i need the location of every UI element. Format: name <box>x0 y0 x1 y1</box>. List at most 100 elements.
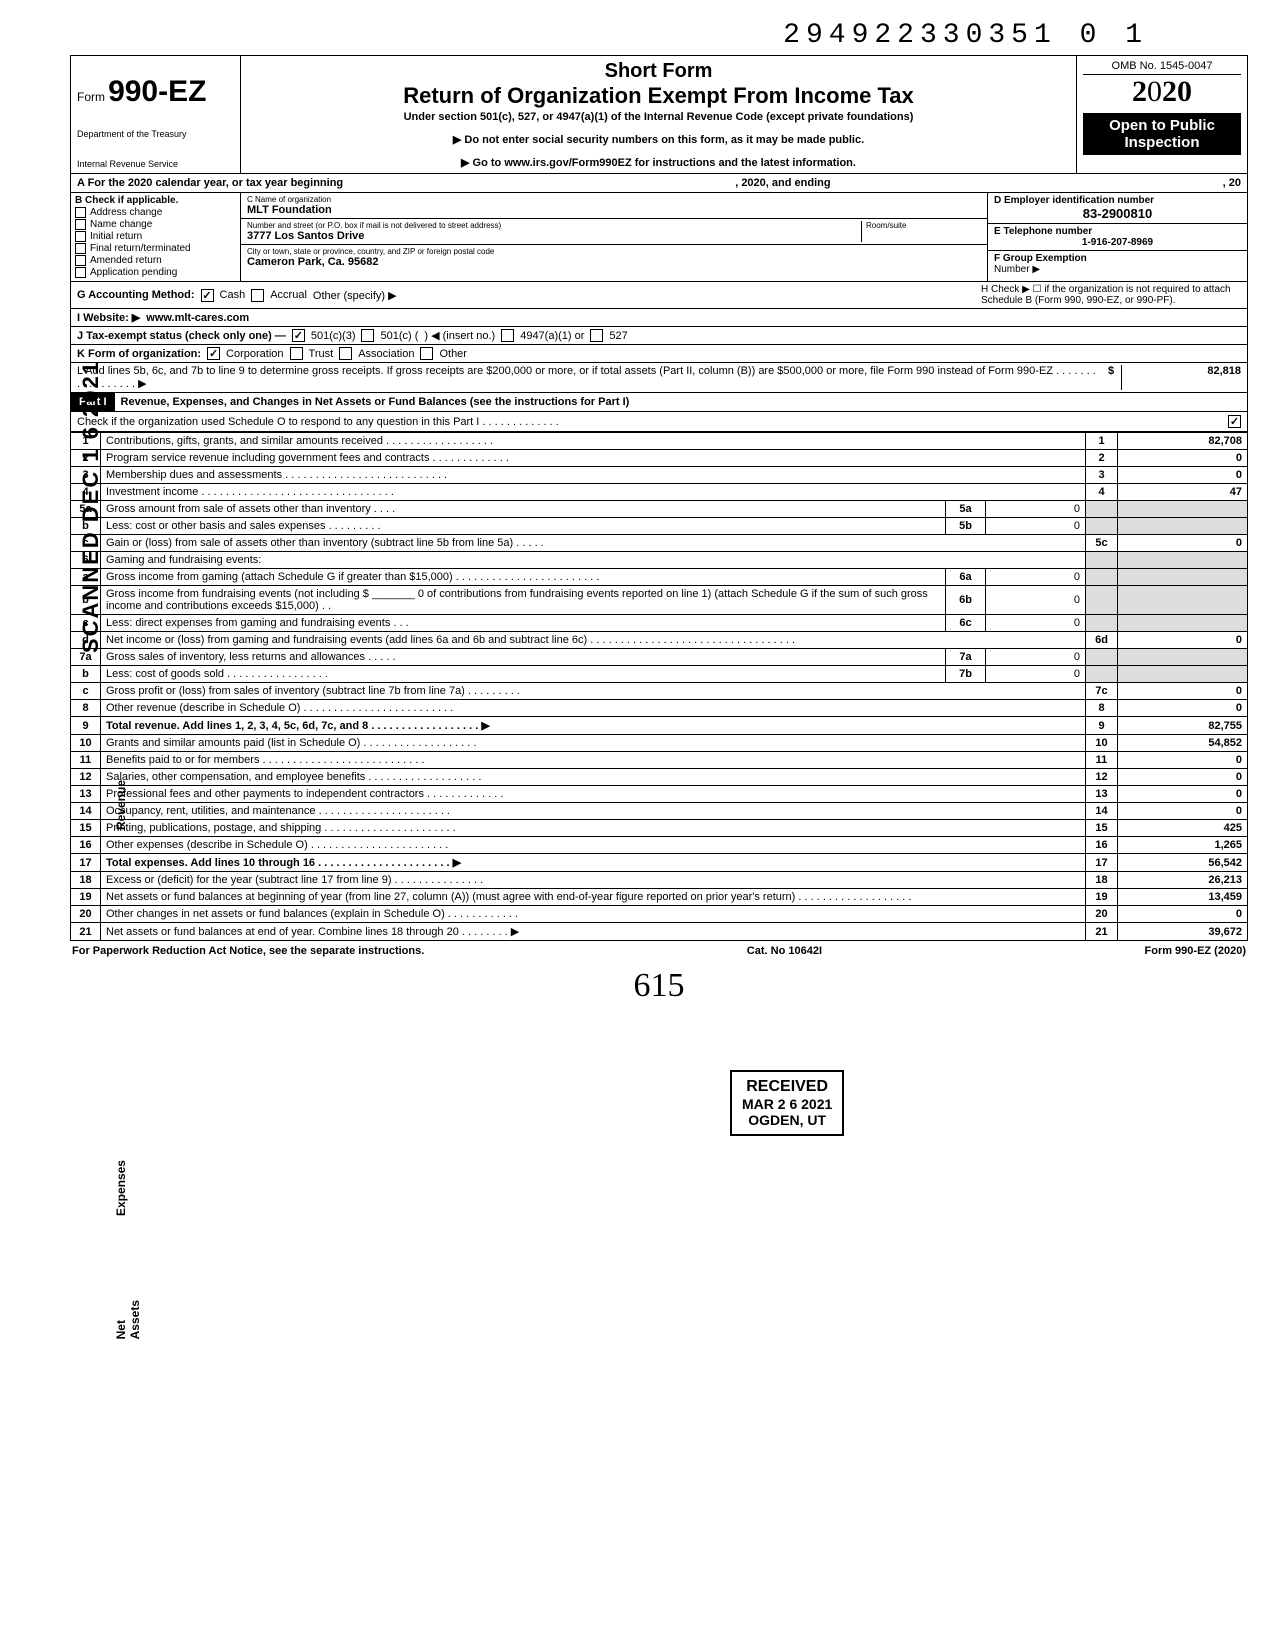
schedule-o-checkbox[interactable]: ✓ <box>1228 415 1241 428</box>
expenses-tab: Expenses <box>114 1160 128 1216</box>
j-501c-label: 501(c) ( <box>380 330 418 342</box>
stamp-place: OGDEN, UT <box>742 1112 832 1128</box>
footer-mid: Cat. No 10642I <box>747 945 822 957</box>
line-17: 17Total expenses. Add lines 10 through 1… <box>71 854 1248 872</box>
k-corp-checkbox[interactable]: ✓ <box>207 347 220 360</box>
line-19: 19Net assets or fund balances at beginni… <box>71 889 1248 906</box>
line-3: 3Membership dues and assessments . . . .… <box>71 467 1248 484</box>
k-assoc-checkbox[interactable] <box>339 347 352 360</box>
l-amount: 82,818 <box>1121 365 1241 390</box>
line-d: dNet income or (loss) from gaming and fu… <box>71 632 1248 649</box>
k-trust-checkbox[interactable] <box>290 347 303 360</box>
line-c: cGross profit or (loss) from sales of in… <box>71 683 1248 700</box>
k-label: K Form of organization: <box>77 348 201 360</box>
j-527-label: 527 <box>609 330 627 342</box>
tax-year: 20202020 <box>1083 75 1241 109</box>
line-c: cLess: direct expenses from gaming and f… <box>71 615 1248 632</box>
netassets-tab: Net Assets <box>114 1300 142 1339</box>
j-label: J Tax-exempt status (check only one) — <box>77 330 286 342</box>
inspection: Inspection <box>1085 134 1239 151</box>
f-group-label: F Group Exemption <box>994 253 1087 264</box>
line-b: bGross income from fundraising events (n… <box>71 586 1248 615</box>
checkbox-initial-return[interactable]: Initial return <box>75 231 236 242</box>
row-l: L Add lines 5b, 6c, and 7b to line 9 to … <box>70 363 1248 393</box>
checkbox-name-change[interactable]: Name change <box>75 219 236 230</box>
open-to-public: Open to Public <box>1085 117 1239 134</box>
row-i: I Website: ▶ www.mlt-cares.com <box>70 309 1248 327</box>
row-a-tax-year: A For the 2020 calendar year, or tax yea… <box>70 174 1248 193</box>
line-14: 14Occupancy, rent, utilities, and mainte… <box>71 803 1248 820</box>
j-501c3-checkbox[interactable]: ✓ <box>292 329 305 342</box>
line-13: 13Professional fees and other payments t… <box>71 786 1248 803</box>
g-accrual-checkbox[interactable] <box>251 289 264 302</box>
form-number: 990-EZ <box>108 75 206 108</box>
line-11: 11Benefits paid to or for members . . . … <box>71 752 1248 769</box>
org-address: 3777 Los Santos Drive <box>247 230 861 242</box>
j-527-checkbox[interactable] <box>590 329 603 342</box>
footer-left: For Paperwork Reduction Act Notice, see … <box>72 945 424 957</box>
part1-lines-table: 1Contributions, gifts, grants, and simil… <box>70 432 1248 941</box>
line-16: 16Other expenses (describe in Schedule O… <box>71 837 1248 854</box>
j-4947-checkbox[interactable] <box>501 329 514 342</box>
g-accrual-label: Accrual <box>270 289 307 301</box>
c-city-label: City or town, state or province, country… <box>247 247 981 256</box>
checkbox-address-change[interactable]: Address change <box>75 207 236 218</box>
line-15: 15Printing, publications, postage, and s… <box>71 820 1248 837</box>
form-title: Return of Organization Exempt From Incom… <box>247 83 1070 109</box>
scanned-stamp: SCANNED DEC 1 6 2021 <box>78 360 104 653</box>
line-6: 6Gaming and fundraising events: <box>71 552 1248 569</box>
section-b-title: B Check if applicable. <box>75 195 236 206</box>
document-number: 294922330351 0 1 <box>70 20 1248 51</box>
k-assoc-label: Association <box>358 348 414 360</box>
j-501c3-label: 501(c)(3) <box>311 330 356 342</box>
row-a-end: , 20 <box>1223 177 1241 189</box>
line-b: bLess: cost or other basis and sales exp… <box>71 518 1248 535</box>
g-cash-label: Cash <box>220 289 246 301</box>
line-12: 12Salaries, other compensation, and empl… <box>71 769 1248 786</box>
c-name-label: C Name of organization <box>247 195 981 204</box>
k-trust-label: Trust <box>309 348 334 360</box>
short-form-label: Short Form <box>247 60 1070 83</box>
org-name: MLT Foundation <box>247 204 981 216</box>
line-a: aGross income from gaming (attach Schedu… <box>71 569 1248 586</box>
form-subtitle: Under section 501(c), 527, or 4947(a)(1)… <box>247 111 1070 123</box>
stamp-date: MAR 2 6 2021 <box>742 1096 832 1112</box>
line-5a: 5aGross amount from sale of assets other… <box>71 501 1248 518</box>
d-ein-value: 83-2900810 <box>994 206 1241 221</box>
block-bcdef: B Check if applicable. Address changeNam… <box>70 193 1248 282</box>
room-suite-label: Room/suite <box>866 221 981 230</box>
line-18: 18Excess or (deficit) for the year (subt… <box>71 872 1248 889</box>
j-insert-label: ) ◀ (insert no.) <box>424 329 495 342</box>
g-label: G Accounting Method: <box>77 289 195 301</box>
k-corp-label: Corporation <box>226 348 283 360</box>
part1-title: Revenue, Expenses, and Changes in Net As… <box>115 393 1247 411</box>
e-phone-value: 1-916-207-8969 <box>994 237 1241 248</box>
line-c: cGain or (loss) from sale of assets othe… <box>71 535 1248 552</box>
line-20: 20Other changes in net assets or fund ba… <box>71 906 1248 923</box>
goto-url: ▶ Go to www.irs.gov/Form990EZ for instru… <box>247 156 1070 169</box>
l-text: L Add lines 5b, 6c, and 7b to line 9 to … <box>77 365 1101 390</box>
i-label: I Website: ▶ <box>77 311 140 324</box>
ssn-warning: ▶ Do not enter social security numbers o… <box>247 133 1070 146</box>
checkbox-amended-return[interactable]: Amended return <box>75 255 236 266</box>
part1-header: Part I Revenue, Expenses, and Changes in… <box>70 393 1248 412</box>
form-prefix: Form <box>77 90 105 104</box>
line-4: 4Investment income . . . . . . . . . . .… <box>71 484 1248 501</box>
l-dollar: $ <box>1101 365 1121 390</box>
page-footer: For Paperwork Reduction Act Notice, see … <box>70 941 1248 961</box>
row-j: J Tax-exempt status (check only one) — ✓… <box>70 327 1248 345</box>
checkbox-application-pending[interactable]: Application pending <box>75 267 236 278</box>
j-501c-checkbox[interactable] <box>361 329 374 342</box>
checkbox-final-return-terminated[interactable]: Final return/terminated <box>75 243 236 254</box>
website-value: www.mlt-cares.com <box>146 312 249 324</box>
line-b: bLess: cost of goods sold . . . . . . . … <box>71 666 1248 683</box>
form-header: Form 990-EZ Department of the Treasury I… <box>70 55 1248 174</box>
row-g: G Accounting Method: ✓ Cash Accrual Othe… <box>70 282 1248 309</box>
line-9: 9Total revenue. Add lines 1, 2, 3, 4, 5c… <box>71 717 1248 735</box>
g-cash-checkbox[interactable]: ✓ <box>201 289 214 302</box>
k-other-checkbox[interactable] <box>420 347 433 360</box>
received-stamp: RECEIVED MAR 2 6 2021 OGDEN, UT <box>730 1070 844 1136</box>
row-a-mid: , 2020, and ending <box>343 177 1223 189</box>
revenue-tab: Revenue <box>114 780 128 830</box>
row-k: K Form of organization: ✓ Corporation Tr… <box>70 345 1248 363</box>
